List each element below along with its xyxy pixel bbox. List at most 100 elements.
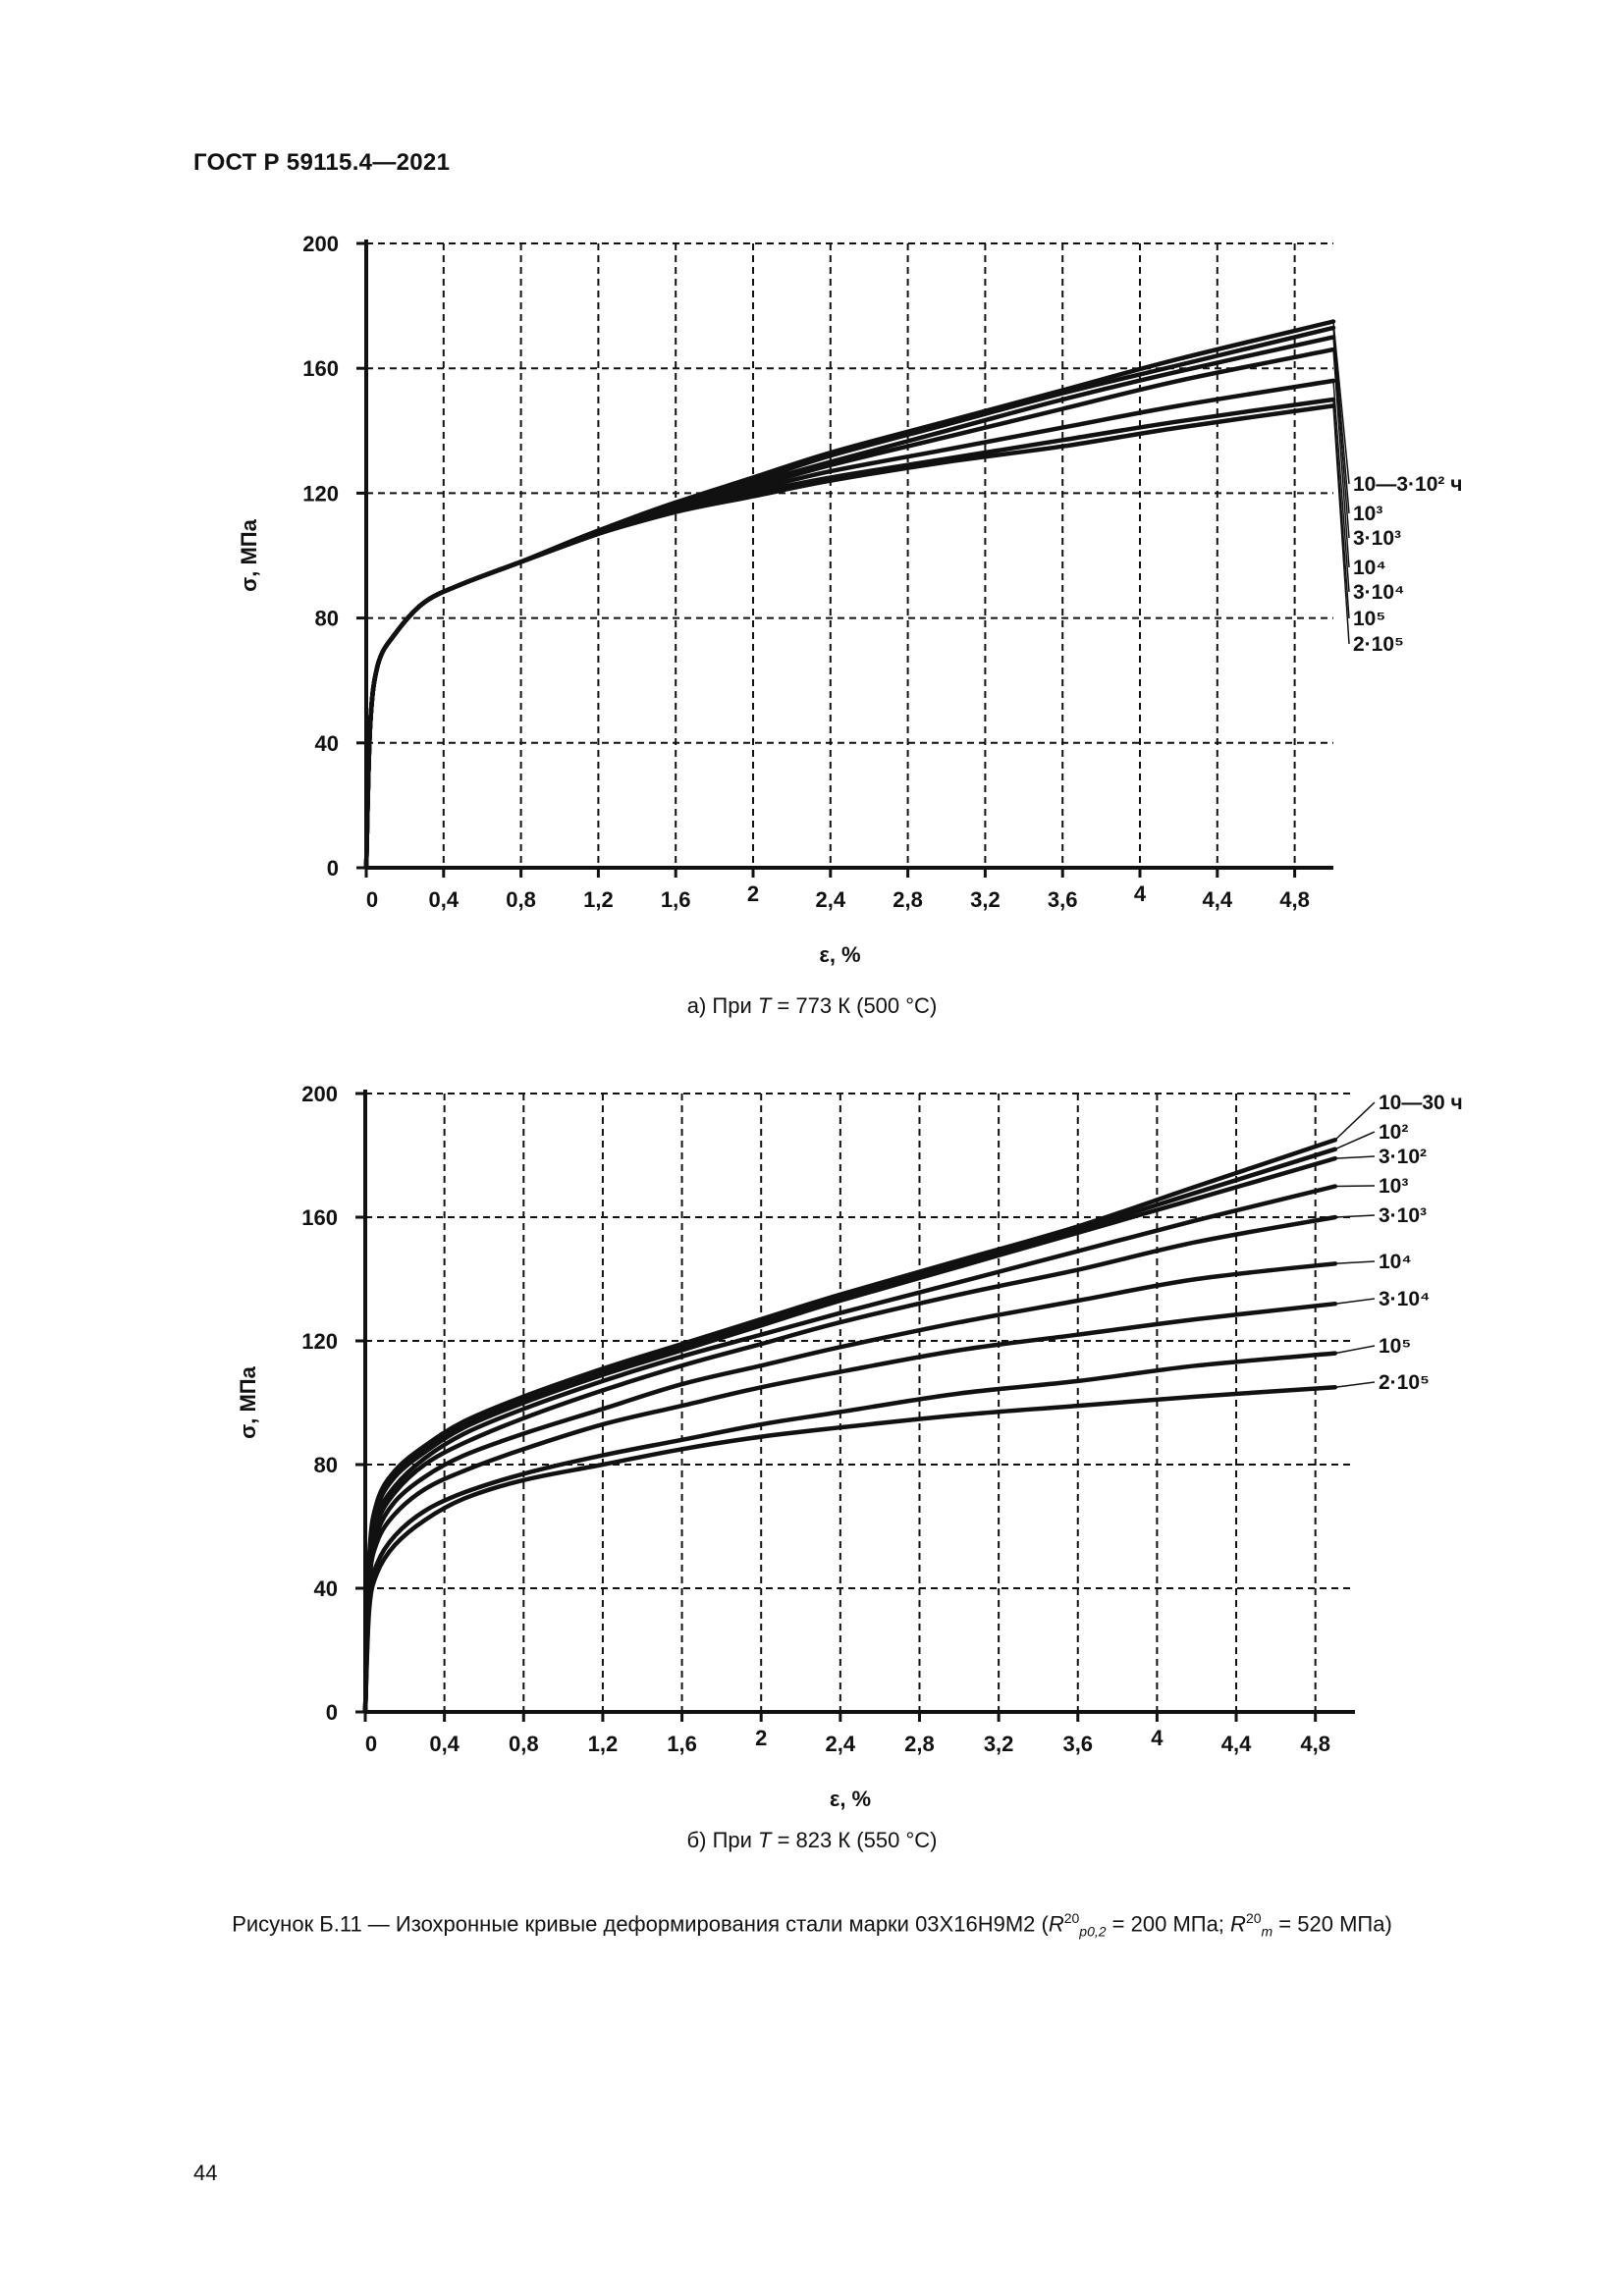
series-line [362, 1214, 1338, 1715]
y-tick-label: 160 [302, 356, 339, 381]
series-label: 10⁴ [1353, 557, 1386, 579]
chart-b: 0 0,4 0,8 1,2 1,6 2 2,4 2,8 3,2 3,6 4 4,4 4,8 0 40 80 12… [236, 1082, 1463, 1811]
series-leader [1334, 1298, 1376, 1305]
x-axis-title: ε, % [819, 942, 860, 967]
series-line [362, 1351, 1338, 1715]
caption-prefix: Рисунок Б.11 — Изохронные кривые деформи… [232, 1911, 1049, 1937]
series-leader [1332, 337, 1350, 539]
y-tick-label: 40 [315, 731, 339, 756]
y-tick-label: 0 [326, 1700, 338, 1725]
series-line [362, 1184, 1338, 1715]
y-tick-label: 200 [302, 232, 339, 256]
x-tick-label: 4,4 [1203, 887, 1233, 912]
series-leader [1332, 405, 1350, 645]
series-label: 10³ [1353, 503, 1382, 525]
series-line [362, 1261, 1338, 1715]
x-tick-label: 0 [365, 1732, 377, 1756]
document-header: ГОСТ Р 59115.4—2021 [193, 149, 451, 176]
subcaption-a: а) При T = 773 К (500 °С) [0, 993, 1624, 1019]
series-label: 3·10³ [1353, 527, 1401, 550]
x-tick-label: 4,4 [1221, 1732, 1252, 1756]
series-leader [1334, 1155, 1376, 1159]
subcaption-a-rest: = 773 К (500 °С) [771, 993, 938, 1018]
y-tick-label: 160 [301, 1205, 338, 1230]
series-label: 3·10² [1379, 1146, 1427, 1168]
x-tick-label: 3,2 [984, 1732, 1014, 1756]
series-label: 10—3·10² ч [1353, 473, 1462, 496]
grid [366, 242, 1333, 868]
y-tick-label: 80 [314, 1453, 338, 1477]
x-axis-title: ε, % [830, 1787, 871, 1811]
caption-r1: R [1048, 1911, 1064, 1937]
x-tick-label: 2 [755, 1726, 767, 1750]
y-tick-label: 80 [315, 607, 339, 631]
y-tick-label: 120 [302, 481, 339, 506]
caption-r2: R [1230, 1911, 1246, 1937]
series-label: 10⁴ [1379, 1251, 1412, 1273]
caption-r2-sup: 20 [1245, 1910, 1262, 1926]
x-tick-label: 0 [366, 887, 378, 912]
series-label: 2·10⁵ [1379, 1371, 1430, 1394]
series-line [362, 1385, 1338, 1715]
caption-r2-value: = 520 МПа) [1272, 1911, 1392, 1937]
x-tick-label: 0,8 [509, 1732, 539, 1756]
x-tick-label: 0,4 [429, 887, 460, 912]
series-leader [1332, 321, 1350, 485]
series-leader [1334, 1345, 1376, 1355]
x-tick-label: 2,4 [816, 887, 846, 912]
series-leader [1334, 1214, 1376, 1218]
series-leader [1332, 380, 1350, 593]
y-tick-label: 200 [301, 1082, 338, 1106]
subcaption-a-var: T [757, 993, 772, 1018]
subcaption-b: б) При T = 823 К (550 °С) [0, 1828, 1624, 1853]
series-leader [1332, 349, 1350, 568]
series-line [362, 1301, 1338, 1715]
series-label: 10—30 ч [1379, 1092, 1463, 1114]
y-tick-label: 0 [327, 856, 339, 881]
caption-r1-sup: 20 [1063, 1910, 1080, 1926]
x-tick-label: 3,6 [1062, 1732, 1093, 1756]
series-label: 10⁵ [1379, 1335, 1411, 1358]
series-group [362, 1138, 1338, 1715]
series-line [363, 397, 1336, 871]
series-group [363, 319, 1336, 871]
series-label: 10⁵ [1353, 608, 1385, 630]
series-leader [1334, 1131, 1376, 1150]
series-line [363, 403, 1336, 871]
x-tick-label: 0,4 [429, 1732, 460, 1756]
x-tick-label: 4 [1151, 1726, 1164, 1750]
x-tick-label: 3,6 [1048, 887, 1078, 912]
series-label: 10³ [1379, 1175, 1408, 1198]
subcaption-b-var: T [758, 1828, 772, 1852]
x-tick-label: 1,2 [588, 1732, 619, 1756]
x-tick-label: 2,8 [893, 887, 923, 912]
series-leader [1334, 1185, 1376, 1188]
series-label: 10² [1379, 1121, 1408, 1144]
x-tick-label: 0,8 [506, 887, 536, 912]
series-line [363, 335, 1336, 871]
series-label: 3·10³ [1379, 1204, 1427, 1227]
series-leader [1332, 327, 1350, 514]
x-tick-label: 3,2 [970, 887, 1001, 912]
x-tick-label: 4,8 [1300, 1732, 1330, 1756]
series-label: 3·10⁴ [1379, 1288, 1430, 1310]
series-label: 3·10⁴ [1353, 581, 1404, 604]
series-line [362, 1155, 1338, 1715]
x-tick-label: 4 [1134, 881, 1147, 906]
y-axis-title: σ, МПа [236, 1365, 260, 1438]
x-tick-label: 1,2 [583, 887, 614, 912]
subcaption-b-prefix: б) При [686, 1828, 759, 1852]
subcaption-a-prefix: а) При [686, 993, 758, 1018]
caption-r1-sub: p0,2 [1079, 1923, 1107, 1940]
y-axis-title: σ, МПа [237, 518, 261, 591]
series-label: 2·10⁵ [1353, 633, 1404, 656]
figure-caption: Рисунок Б.11 — Изохронные кривые деформи… [0, 1910, 1624, 1940]
series-leader [1334, 1101, 1376, 1141]
y-tick-label: 120 [301, 1329, 338, 1354]
grid [365, 1093, 1355, 1712]
page-number: 44 [193, 2161, 218, 2185]
chart-a: 0 0,4 0,8 1,2 1,6 2 2,4 2,8 3,2 3,6 4 4,4 4,8 0 40 80 12… [237, 232, 1462, 967]
series-leader [1334, 1381, 1376, 1388]
caption-r2-sub: m [1261, 1923, 1273, 1940]
series-line [362, 1147, 1338, 1715]
